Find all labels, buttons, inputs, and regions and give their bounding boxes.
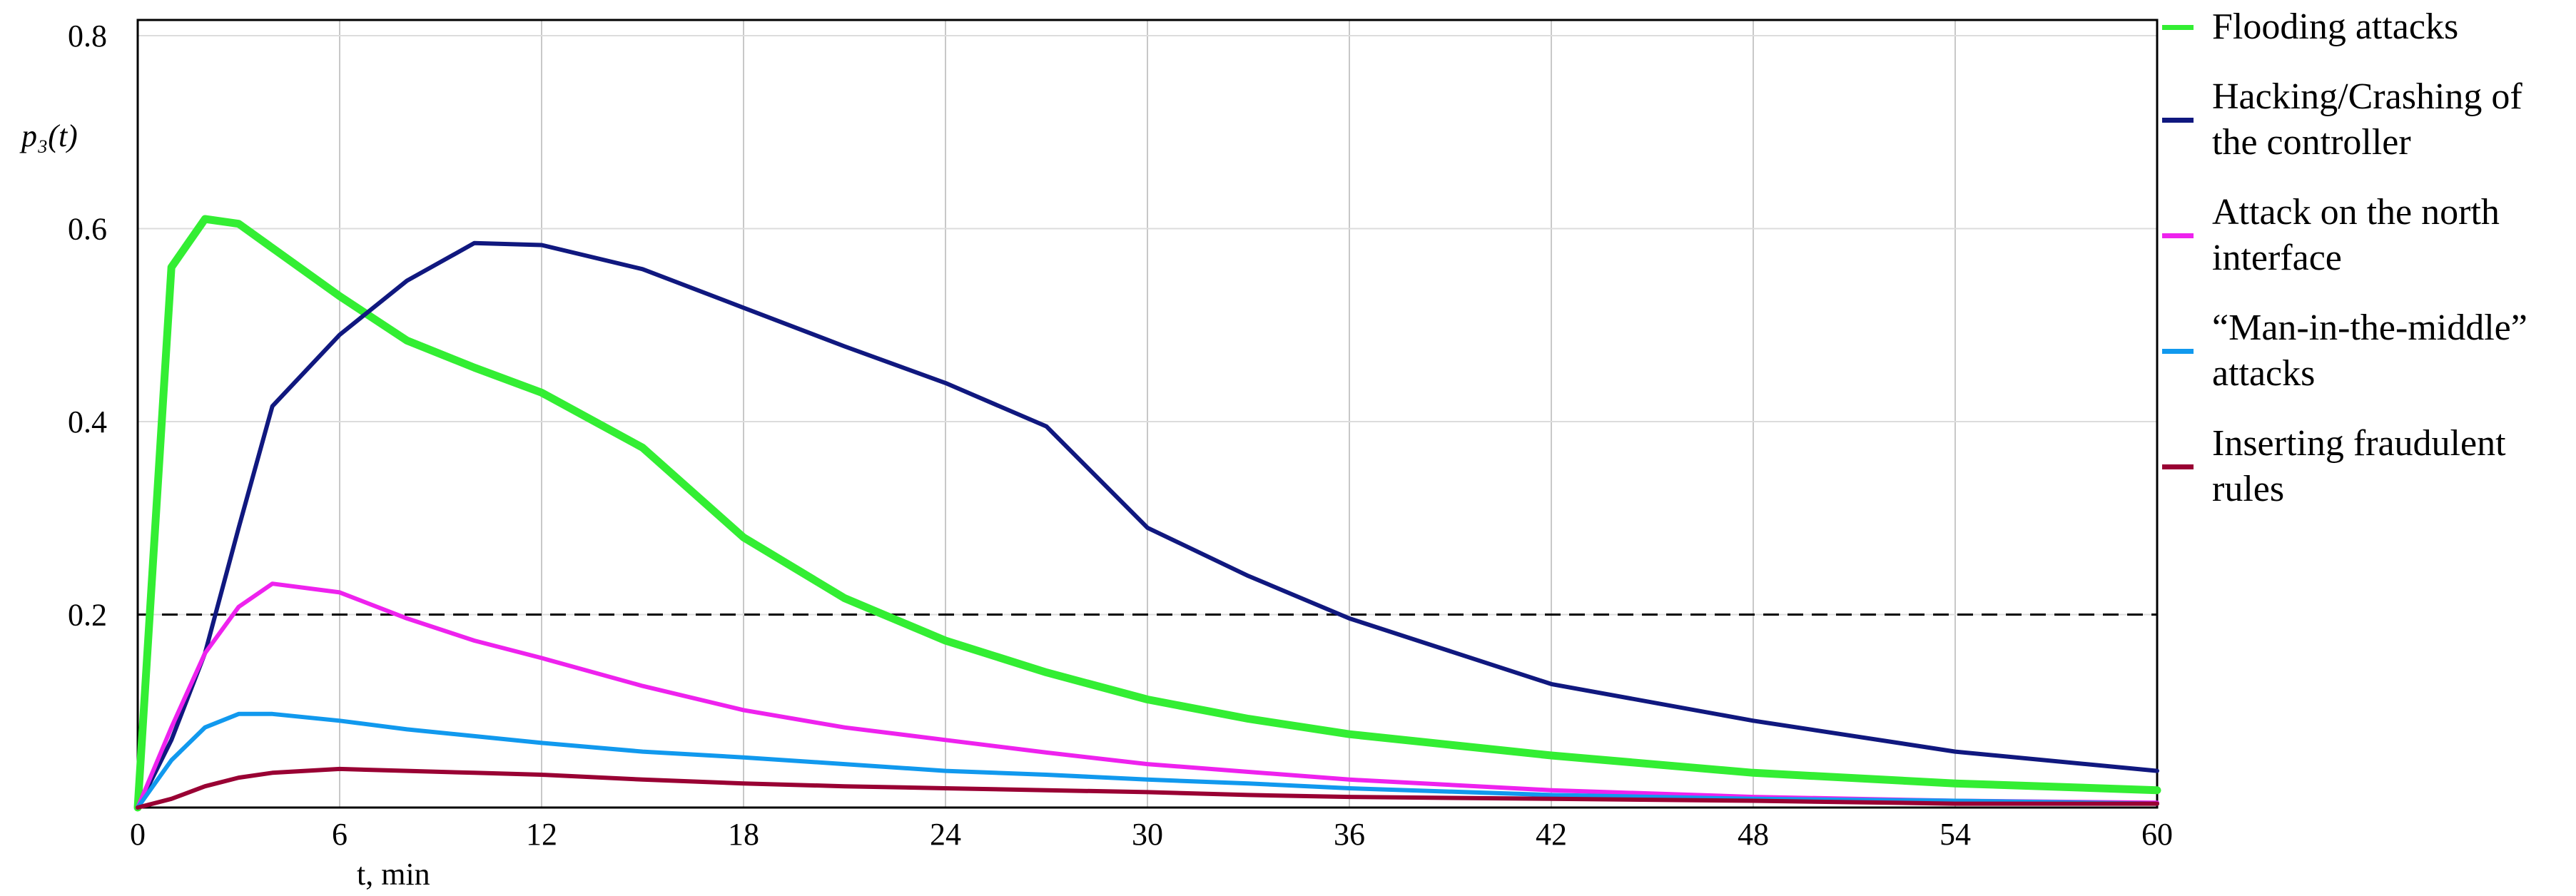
legend-label: Flooding attacks	[2212, 6, 2459, 47]
x-tick-label: 18	[728, 817, 759, 852]
x-tick-label: 12	[526, 817, 557, 852]
legend-swatch	[2162, 464, 2194, 469]
legend-label: “Man-in-the-middle” attacks	[2212, 307, 2527, 394]
y-tick-label: 0.4	[68, 404, 107, 439]
series-line	[136, 581, 2159, 810]
x-tick-label: 0	[130, 817, 146, 852]
x-tick-label: 30	[1132, 817, 1163, 852]
y-tick-label: 0.6	[68, 212, 107, 247]
legend-swatch	[2162, 348, 2194, 354]
x-tick-label: 48	[1738, 817, 1769, 852]
x-tick-label: 36	[1334, 817, 1365, 852]
series-line	[136, 766, 2159, 810]
x-tick-label: 6	[332, 817, 348, 852]
series-line	[136, 240, 2159, 810]
series-line	[136, 711, 2159, 810]
y-tick-label: 0.2	[68, 598, 107, 633]
legend-swatch	[2162, 24, 2194, 30]
y-tick-label: 0.8	[68, 19, 107, 54]
x-tick-label: 24	[930, 817, 961, 852]
legend-swatch	[2162, 233, 2194, 238]
x-tick-label: 60	[2141, 817, 2173, 852]
legend-label: Inserting fraudulent rules	[2212, 423, 2506, 509]
legend-item: Attack on the north interface	[2162, 190, 2569, 281]
y-axis-label: p₃(t)	[19, 118, 78, 153]
x-axis-label: t, min	[357, 857, 430, 892]
legend: Flooding attacks Hacking/Crashing of the …	[2162, 4, 2569, 512]
legend-item: Hacking/Crashing of the controller	[2162, 74, 2569, 166]
legend-swatch	[2162, 117, 2194, 123]
x-tick-label: 42	[1536, 817, 1567, 852]
legend-item: Inserting fraudulent rules	[2162, 421, 2569, 512]
legend-item: Flooding attacks	[2162, 4, 2569, 50]
legend-label: Attack on the north interface	[2212, 192, 2500, 278]
series-line	[133, 215, 2161, 812]
legend-item: “Man-in-the-middle” attacks	[2162, 305, 2569, 397]
legend-label: Hacking/Crashing of the controller	[2212, 76, 2522, 163]
plot-frame	[136, 19, 2159, 809]
x-tick-label: 54	[1939, 817, 1971, 852]
